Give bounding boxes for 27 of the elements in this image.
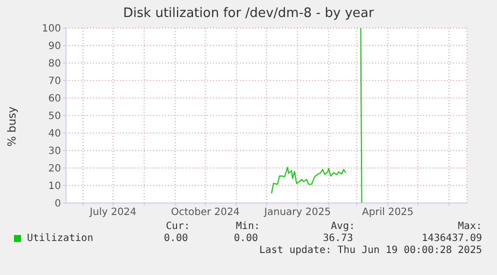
y-tick-label: 90 [48,41,61,52]
text: Max: [458,221,482,232]
text: 0.00 [234,233,258,244]
x-tick-label: January 2025 [263,207,331,218]
y-axis-title: % busy [6,106,18,146]
text: 0.00 [164,233,188,244]
text: Cur: [166,221,190,232]
text: Min: [236,221,260,232]
x-tick-label: July 2024 [88,207,136,218]
x-tick-label: October 2024 [171,207,240,218]
y-tick-label: 100 [42,24,61,35]
text: 36.73 [322,233,353,244]
y-tick-label: 50 [48,111,61,122]
legend-label: Utilization [27,233,94,244]
y-tick-label: 30 [48,146,61,158]
y-tick-label: 40 [48,128,61,140]
y-tick-label: 0 [54,198,61,210]
y-tick-label: 60 [48,94,61,105]
y-tick-label: 80 [48,58,61,70]
y-tick-label: 10 [48,181,61,192]
x-tick-label: April 2025 [362,207,414,218]
y-tick-label: 20 [48,164,61,175]
text: Last update: Thu Jun 19 00:00:28 2025 [259,245,482,256]
text: 1436437.09 [422,233,482,244]
text: Avg: [330,221,355,232]
chart-title: Disk utilization for /dev/dm-8 - by year [122,6,375,21]
y-tick-label: 70 [48,76,61,88]
